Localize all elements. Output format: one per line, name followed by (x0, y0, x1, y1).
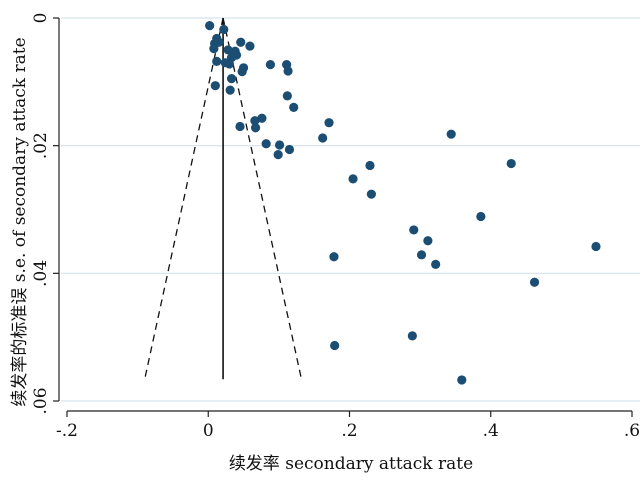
data-point (366, 189, 376, 199)
data-point (274, 140, 285, 150)
funnel-lines (144, 17, 303, 380)
data-point (205, 21, 215, 31)
data-point (457, 375, 467, 385)
data-point (476, 211, 486, 222)
data-point (261, 139, 271, 149)
y-tick-label: 0 (31, 13, 51, 24)
data-point (431, 259, 441, 269)
data-point (235, 121, 245, 132)
data-point (446, 129, 456, 139)
y-tick-label: .04 (31, 260, 51, 287)
data-point (289, 102, 299, 112)
data-point (348, 174, 358, 184)
funnel-left-limit (144, 17, 224, 380)
data-point (210, 81, 220, 91)
data-point (591, 241, 601, 252)
data-point (236, 37, 246, 47)
x-axis-label: 续发率 secondary attack rate (229, 454, 473, 474)
y-tick-label: .02 (31, 132, 51, 159)
y-tick-label: .06 (31, 387, 51, 414)
data-point (318, 133, 328, 143)
axes: -.2 0 .2 .4 .6 0 .02 .04 .06 (31, 13, 640, 441)
data-point (506, 158, 516, 169)
data-point (284, 144, 295, 155)
data-point (283, 66, 293, 76)
data-point (365, 160, 375, 171)
data-point (245, 41, 255, 51)
data-point (265, 59, 275, 70)
x-tick-label: -.2 (56, 421, 78, 441)
data-point (329, 252, 339, 262)
funnel-right-limit (222, 17, 303, 380)
data-point (330, 340, 340, 351)
data-point (529, 277, 540, 287)
data-point (209, 44, 219, 54)
data-point (273, 150, 283, 160)
data-point (237, 67, 247, 77)
data-point (223, 45, 233, 55)
data-point (407, 331, 417, 341)
data-point (257, 113, 267, 123)
data-points (205, 21, 601, 385)
data-point (250, 123, 261, 133)
data-point (409, 225, 419, 235)
data-point (324, 118, 334, 128)
data-point (214, 37, 224, 47)
x-tick-label: .2 (341, 421, 357, 441)
x-tick-label: 0 (203, 421, 214, 441)
data-point (416, 250, 427, 260)
data-point (250, 116, 260, 126)
data-point (219, 24, 229, 35)
y-axis-label: 续发率的标准误 s.e. of secondary attack rate (10, 37, 30, 406)
x-tick-label: .6 (624, 421, 640, 441)
grid-lines (61, 17, 640, 402)
data-point (224, 59, 235, 69)
data-point (423, 236, 433, 246)
data-point (282, 91, 292, 101)
x-tick-label: .4 (483, 421, 499, 441)
data-point (212, 56, 222, 67)
data-point (226, 74, 237, 84)
data-point (225, 85, 235, 95)
